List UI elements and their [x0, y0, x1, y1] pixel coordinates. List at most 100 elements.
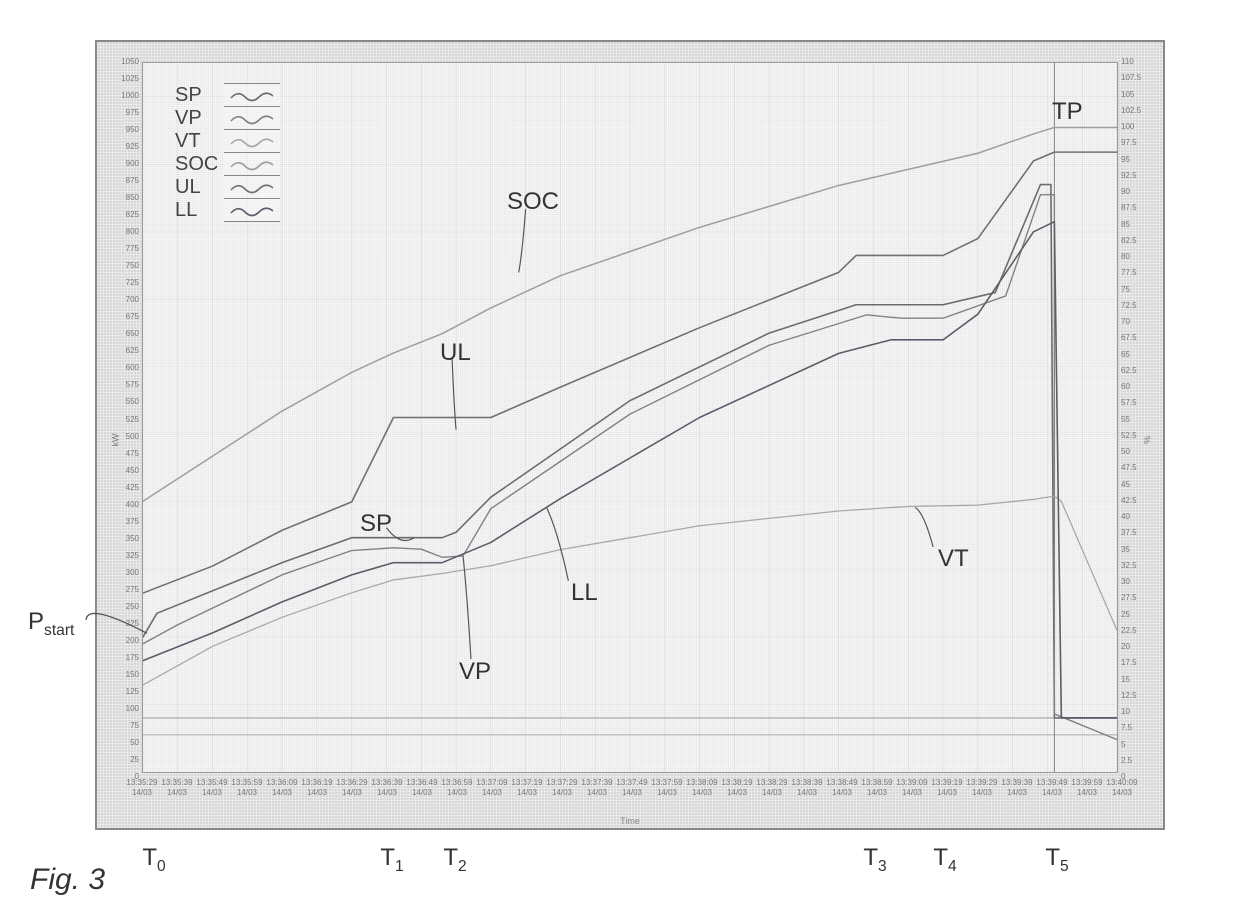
yright-tick: 82.5: [1121, 237, 1137, 245]
yleft-tick: 125: [126, 688, 139, 696]
time-marker-T2: T2: [443, 844, 466, 876]
yleft-tick: 225: [126, 620, 139, 628]
yleft-tick: 850: [126, 194, 139, 202]
yleft-tick: 500: [126, 433, 139, 441]
chart-outer-frame: 0255075100125150175200225250275300325350…: [95, 40, 1165, 830]
yright-tick: 105: [1121, 91, 1134, 99]
x-tick: 13:37:0914/03: [476, 778, 507, 797]
yleft-tick: 675: [126, 313, 139, 321]
x-tick: 13:37:4914/03: [616, 778, 647, 797]
x-tick: 13:39:1914/03: [931, 778, 962, 797]
yright-tick: 60: [1121, 383, 1130, 391]
yright-tick: 72.5: [1121, 302, 1137, 310]
yleft-tick: 475: [126, 450, 139, 458]
legend-swatch-UL: [224, 176, 280, 199]
yright-tick: 27.5: [1121, 594, 1137, 602]
yright-tick: 50: [1121, 448, 1130, 456]
yleft-tick: 950: [126, 126, 139, 134]
yright-tick: 95: [1121, 156, 1130, 164]
p-start-text: P: [28, 608, 44, 635]
callout-SOC_lbl: SOC: [507, 188, 559, 216]
y-axis-left: 0255075100125150175200225250275300325350…: [99, 62, 141, 773]
time-marker-T1: T1: [380, 844, 403, 876]
x-tick: 13:38:4914/03: [826, 778, 857, 797]
yleft-tick: 925: [126, 143, 139, 151]
yleft-tick: 650: [126, 330, 139, 338]
yright-tick: 17.5: [1121, 659, 1137, 667]
x-tick: 13:36:0914/03: [266, 778, 297, 797]
yleft-tick: 25: [130, 756, 139, 764]
yleft-tick: 75: [130, 722, 139, 730]
x-tick: 13:35:3914/03: [161, 778, 192, 797]
yleft-tick: 775: [126, 245, 139, 253]
yright-tick: 107.5: [1121, 74, 1141, 82]
legend-box: SPVPVTSOCULLL: [169, 83, 280, 222]
x-tick: 13:35:4914/03: [196, 778, 227, 797]
yright-tick: 35: [1121, 546, 1130, 554]
yleft-tick: 875: [126, 177, 139, 185]
yright-tick: 7.5: [1121, 724, 1132, 732]
x-tick: 13:36:4914/03: [406, 778, 437, 797]
yright-tick: 100: [1121, 123, 1134, 131]
yleft-tick: 425: [126, 484, 139, 492]
x-tick: 13:36:5914/03: [441, 778, 472, 797]
yright-tick: 92.5: [1121, 172, 1137, 180]
yright-tick: 32.5: [1121, 562, 1137, 570]
yleft-tick: 575: [126, 381, 139, 389]
time-marker-T3: T3: [863, 844, 886, 876]
legend-label-LL: LL: [169, 199, 224, 222]
p-start-sub: start: [44, 622, 74, 639]
time-marker-T0: T0: [142, 844, 165, 876]
yleft-tick: 150: [126, 671, 139, 679]
x-tick: 13:38:3914/03: [791, 778, 822, 797]
yleft-tick: 250: [126, 603, 139, 611]
yright-tick: 110: [1121, 58, 1134, 66]
yright-tick: 15: [1121, 676, 1130, 684]
yleft-tick: 100: [126, 705, 139, 713]
legend-label-VP: VP: [169, 107, 224, 130]
yright-tick: 40: [1121, 513, 1130, 521]
leader-LL_lbl: [547, 507, 569, 580]
leader-VP_lbl: [463, 556, 471, 659]
yright-tick: 2.5: [1121, 757, 1132, 765]
yright-tick: 97.5: [1121, 139, 1137, 147]
legend-label-SOC: SOC: [169, 153, 224, 176]
figure-caption: Fig. 3: [30, 863, 105, 897]
x-tick: 13:39:5914/03: [1071, 778, 1102, 797]
yleft-tick: 400: [126, 501, 139, 509]
yright-tick: 25: [1121, 611, 1130, 619]
x-tick: 13:39:2914/03: [966, 778, 997, 797]
callout-VT_lbl: VT: [938, 545, 969, 573]
callout-UL_lbl: UL: [440, 339, 471, 367]
yleft-tick: 450: [126, 467, 139, 475]
yleft-tick: 200: [126, 637, 139, 645]
plot-area: SPVPVTSOCULLL SOCTPSPULVPLLVT: [142, 62, 1118, 773]
yright-tick: 77.5: [1121, 269, 1137, 277]
leader-VT_lbl: [915, 507, 933, 547]
yleft-tick: 900: [126, 160, 139, 168]
callout-SP_lbl: SP: [360, 510, 392, 538]
legend-swatch-SOC: [224, 153, 280, 176]
yright-tick: 102.5: [1121, 107, 1141, 115]
x-tick: 13:40:0914/03: [1106, 778, 1137, 797]
leader-SOC_lbl: [519, 209, 526, 272]
legend-swatch-SP: [224, 84, 280, 107]
yleft-tick: 300: [126, 569, 139, 577]
yright-tick: 75: [1121, 286, 1130, 294]
x-tick: 13:38:5914/03: [861, 778, 892, 797]
x-tick: 13:39:3914/03: [1001, 778, 1032, 797]
yright-tick: 67.5: [1121, 334, 1137, 342]
legend-label-UL: UL: [169, 176, 224, 199]
callout-VP_lbl: VP: [459, 658, 491, 686]
y-axis-right: 02.557.51012.51517.52022.52527.53032.535…: [1119, 62, 1161, 773]
x-tick: 13:36:2914/03: [336, 778, 367, 797]
legend-swatch-VP: [224, 107, 280, 130]
yright-tick: 10: [1121, 708, 1130, 716]
x-tick: 13:39:4914/03: [1036, 778, 1067, 797]
plot-svg: [143, 63, 1117, 772]
legend-label-VT: VT: [169, 130, 224, 153]
y-axis-left-label: kW: [111, 434, 121, 447]
yright-tick: 47.5: [1121, 464, 1137, 472]
x-tick: 13:35:5914/03: [231, 778, 262, 797]
yleft-tick: 975: [126, 109, 139, 117]
